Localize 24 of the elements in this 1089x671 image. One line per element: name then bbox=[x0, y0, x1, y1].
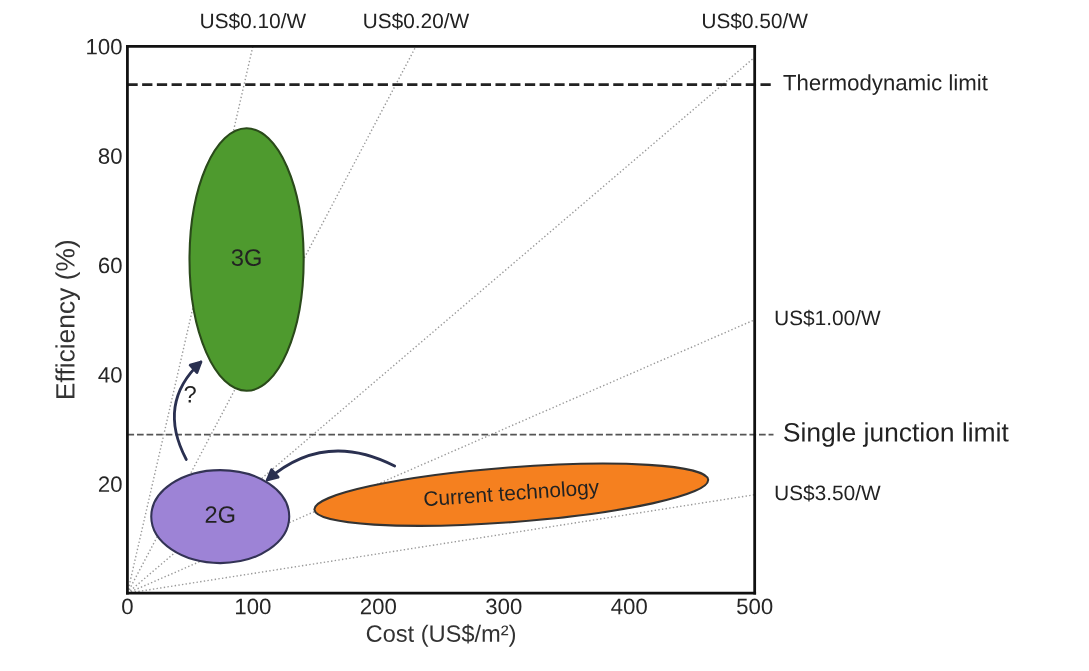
x-tick-label: 0 bbox=[122, 598, 133, 615]
y-tick-label: 80 bbox=[98, 148, 122, 164]
series-label: US$1.00/W bbox=[775, 309, 881, 327]
series-label: US$0.50/W bbox=[703, 12, 808, 30]
y-tick-label: 60 bbox=[98, 257, 122, 274]
annotation: Current technology bbox=[423, 478, 600, 511]
annotation: 3G bbox=[231, 249, 261, 266]
series-label: US$0.20/W bbox=[364, 12, 470, 30]
x-tick-label: 500 bbox=[737, 598, 773, 615]
annotation: ? bbox=[184, 385, 196, 403]
x-tick-label: 400 bbox=[611, 598, 647, 615]
series-label: US$3.50/W bbox=[775, 484, 881, 502]
ref-line-label: Thermodynamic limit bbox=[783, 74, 988, 95]
ref-line-label: Single junction limit bbox=[784, 422, 1009, 447]
x-tick-label: 300 bbox=[486, 598, 522, 615]
x-tick-label: 100 bbox=[236, 598, 271, 615]
annotation: 2G bbox=[205, 506, 235, 523]
series-label: US$0.10/W bbox=[201, 12, 307, 30]
y-tick-label: 100 bbox=[87, 38, 122, 55]
x-axis-title: Cost (US$/m²) bbox=[366, 624, 516, 647]
y-axis-title: Efficiency (%) bbox=[55, 240, 80, 398]
y-tick-label: 20 bbox=[98, 476, 122, 493]
x-tick-label: 200 bbox=[360, 598, 396, 615]
y-tick-label: 40 bbox=[98, 366, 122, 383]
